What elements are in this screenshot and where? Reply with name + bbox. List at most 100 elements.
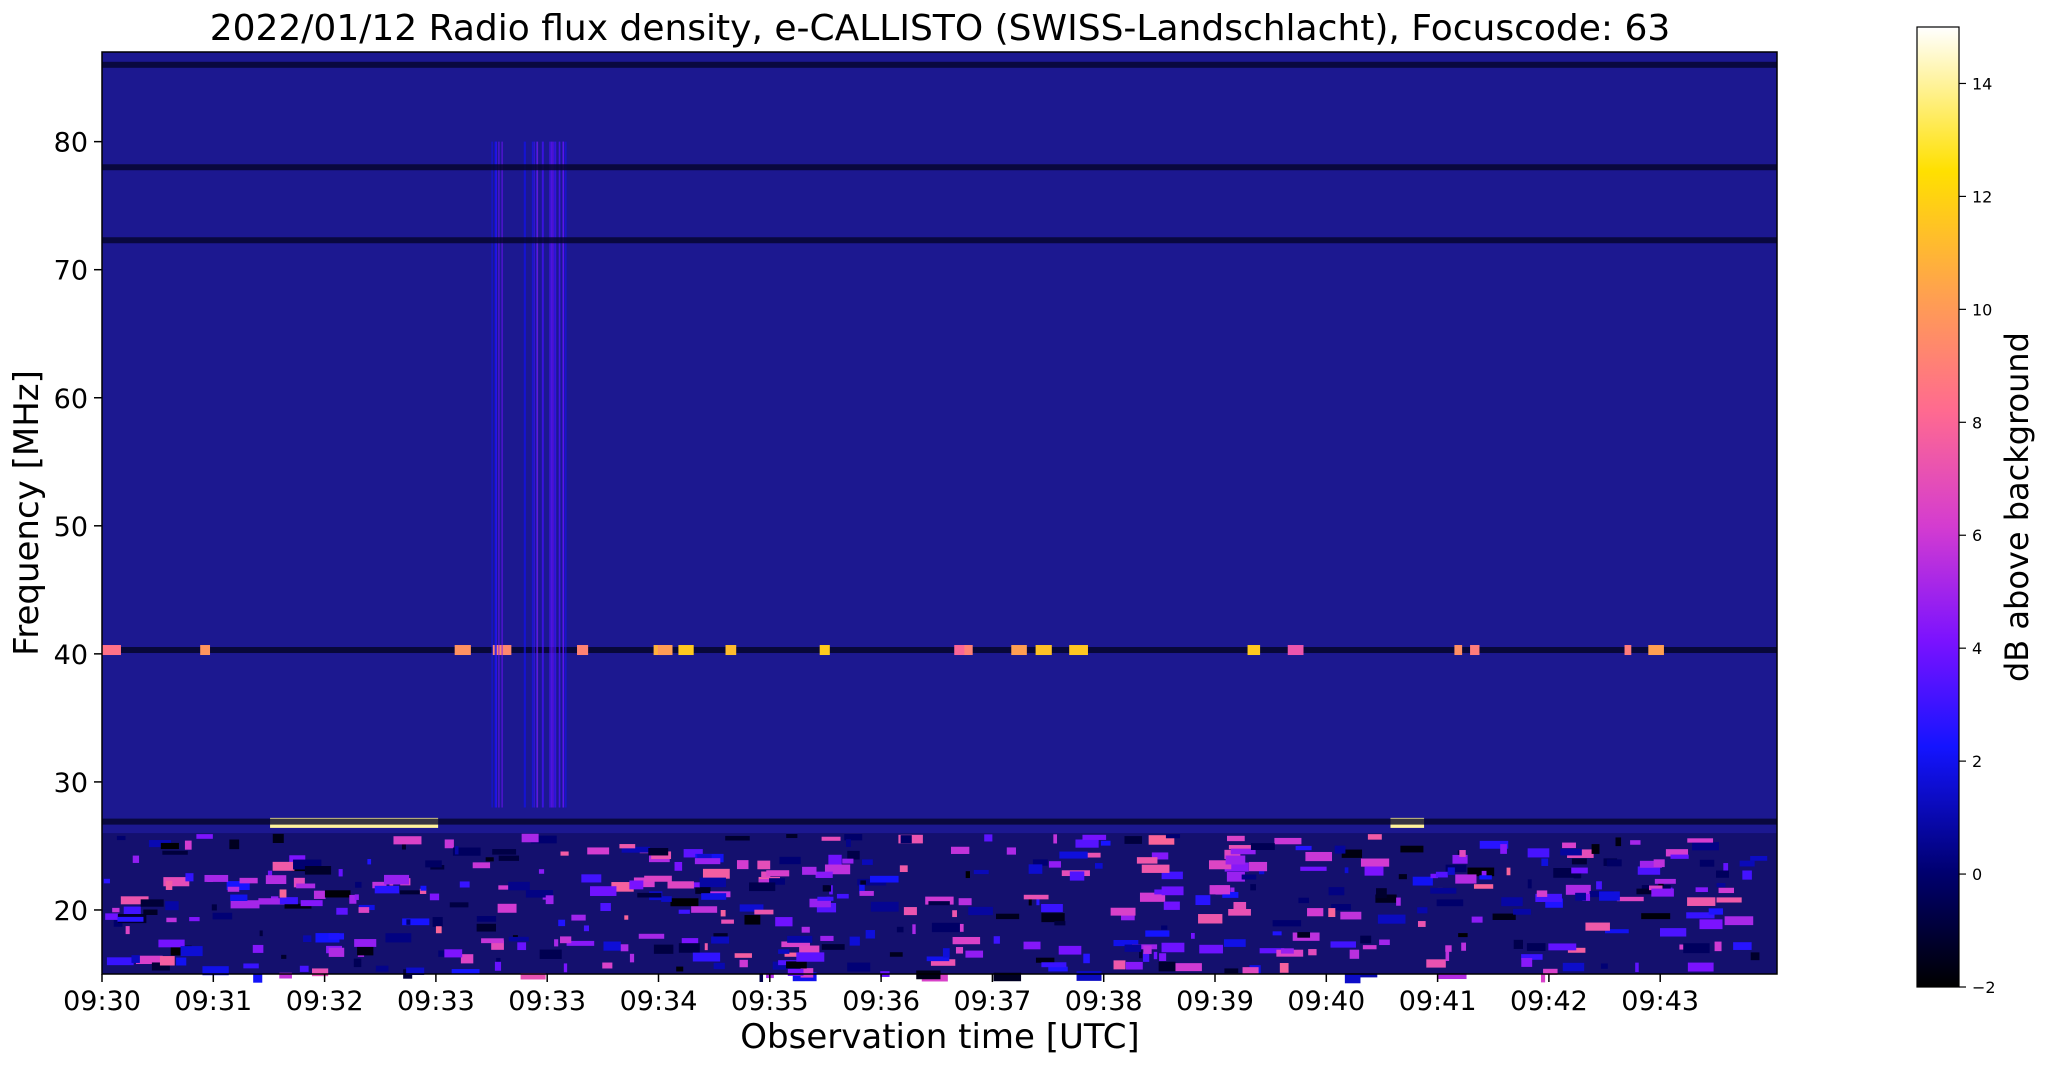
- noise-mark: [1241, 874, 1257, 880]
- burst-stripe: [558, 141, 561, 808]
- x-tick-label: 09:33: [508, 986, 586, 1017]
- noise-mark: [821, 836, 841, 841]
- noise-mark: [1639, 860, 1662, 868]
- noise-mark: [300, 900, 323, 907]
- noise-mark: [491, 940, 504, 950]
- noise-mark: [1143, 945, 1152, 954]
- noise-mark: [984, 834, 993, 842]
- noise-mark: [1328, 908, 1336, 918]
- noise-mark: [1124, 836, 1143, 844]
- noise-mark: [125, 926, 130, 935]
- noise-mark: [1069, 871, 1085, 881]
- plot-area: [101, 51, 1778, 984]
- noise-mark: [1724, 916, 1754, 926]
- noise-mark: [847, 850, 860, 860]
- noise-mark: [131, 955, 140, 963]
- noise-mark: [1716, 897, 1742, 903]
- noise-mark: [1665, 849, 1689, 857]
- noise-mark: [429, 893, 440, 901]
- noise-mark: [1224, 968, 1239, 974]
- noise-mark: [1360, 858, 1390, 867]
- noise-mark: [1308, 949, 1317, 956]
- noise-mark: [1438, 973, 1467, 980]
- noise-mark: [611, 882, 634, 892]
- noise-mark: [401, 839, 406, 850]
- noise-mark: [1161, 942, 1185, 953]
- noise-mark: [354, 939, 377, 947]
- noise-mark: [1398, 874, 1407, 880]
- noise-mark: [1121, 911, 1135, 921]
- noise-mark: [185, 873, 194, 882]
- noise-mark: [123, 906, 141, 916]
- noise-mark: [1436, 899, 1464, 907]
- noise-mark: [476, 916, 497, 922]
- noise-mark: [817, 896, 834, 901]
- noise-mark: [725, 835, 750, 841]
- noise-mark: [1654, 878, 1676, 884]
- noise-mark: [796, 952, 825, 962]
- noise-mark: [1228, 908, 1251, 916]
- noise-mark: [521, 833, 539, 843]
- noise-mark: [279, 972, 292, 979]
- noise-mark: [324, 890, 351, 898]
- noise-mark: [629, 953, 635, 963]
- noise-mark: [711, 936, 730, 944]
- noise-mark: [766, 870, 790, 877]
- noise-mark: [1250, 884, 1256, 891]
- noise-mark: [1041, 962, 1067, 968]
- noise-mark: [1548, 943, 1577, 951]
- noise-mark: [1521, 954, 1543, 960]
- noise-mark: [1028, 864, 1043, 874]
- noise-mark: [1417, 921, 1426, 927]
- noise-mark: [739, 959, 748, 968]
- noise-mark: [1161, 871, 1183, 880]
- noise-mark: [1699, 919, 1723, 930]
- noise-mark: [769, 878, 785, 885]
- noise-mark: [1687, 897, 1716, 906]
- noise-mark: [1471, 916, 1483, 923]
- noise-mark: [1445, 945, 1452, 952]
- burst-stripe: [491, 141, 493, 808]
- noise-mark: [942, 948, 950, 958]
- noise-mark: [132, 855, 140, 863]
- noise-mark: [1467, 867, 1495, 877]
- noise-mark: [1259, 948, 1285, 954]
- noise-mark: [916, 970, 941, 980]
- noise-mark: [1075, 839, 1099, 848]
- noise-mark: [1242, 967, 1259, 974]
- interference-blip: [1624, 645, 1632, 656]
- noise-mark: [299, 965, 309, 972]
- x-tick-label: 09:35: [731, 986, 809, 1017]
- noise-mark: [328, 947, 345, 957]
- noise-mark: [859, 890, 874, 896]
- noise-mark: [1224, 849, 1241, 860]
- burst-stripe: [542, 141, 544, 808]
- noise-mark: [1459, 850, 1466, 857]
- noise-mark: [865, 930, 875, 939]
- noise-mark: [112, 907, 120, 913]
- noise-mark: [1452, 854, 1468, 864]
- x-tick-label: 09:43: [1621, 986, 1699, 1017]
- noise-mark: [525, 890, 554, 898]
- noise-mark: [1455, 874, 1477, 884]
- noise-mark: [1023, 941, 1041, 950]
- y-tick-label: 30: [54, 768, 88, 799]
- noise-mark: [1606, 859, 1622, 867]
- interference-blip: [454, 645, 471, 656]
- noise-mark: [454, 846, 459, 855]
- noise-mark: [1331, 904, 1351, 911]
- noise-mark: [1379, 939, 1390, 946]
- noise-mark: [1560, 848, 1582, 856]
- noise-mark: [476, 923, 497, 932]
- noise-mark: [600, 903, 611, 912]
- noise-mark: [1699, 859, 1715, 867]
- noise-mark: [1362, 945, 1377, 950]
- noise-mark: [239, 877, 258, 884]
- noise-mark: [1377, 914, 1406, 924]
- noise-mark: [889, 952, 903, 957]
- noise-mark: [374, 885, 400, 894]
- noise-mark: [1376, 888, 1387, 899]
- noise-mark: [558, 919, 566, 927]
- noise-mark: [1048, 966, 1068, 972]
- noise-mark: [1585, 922, 1610, 931]
